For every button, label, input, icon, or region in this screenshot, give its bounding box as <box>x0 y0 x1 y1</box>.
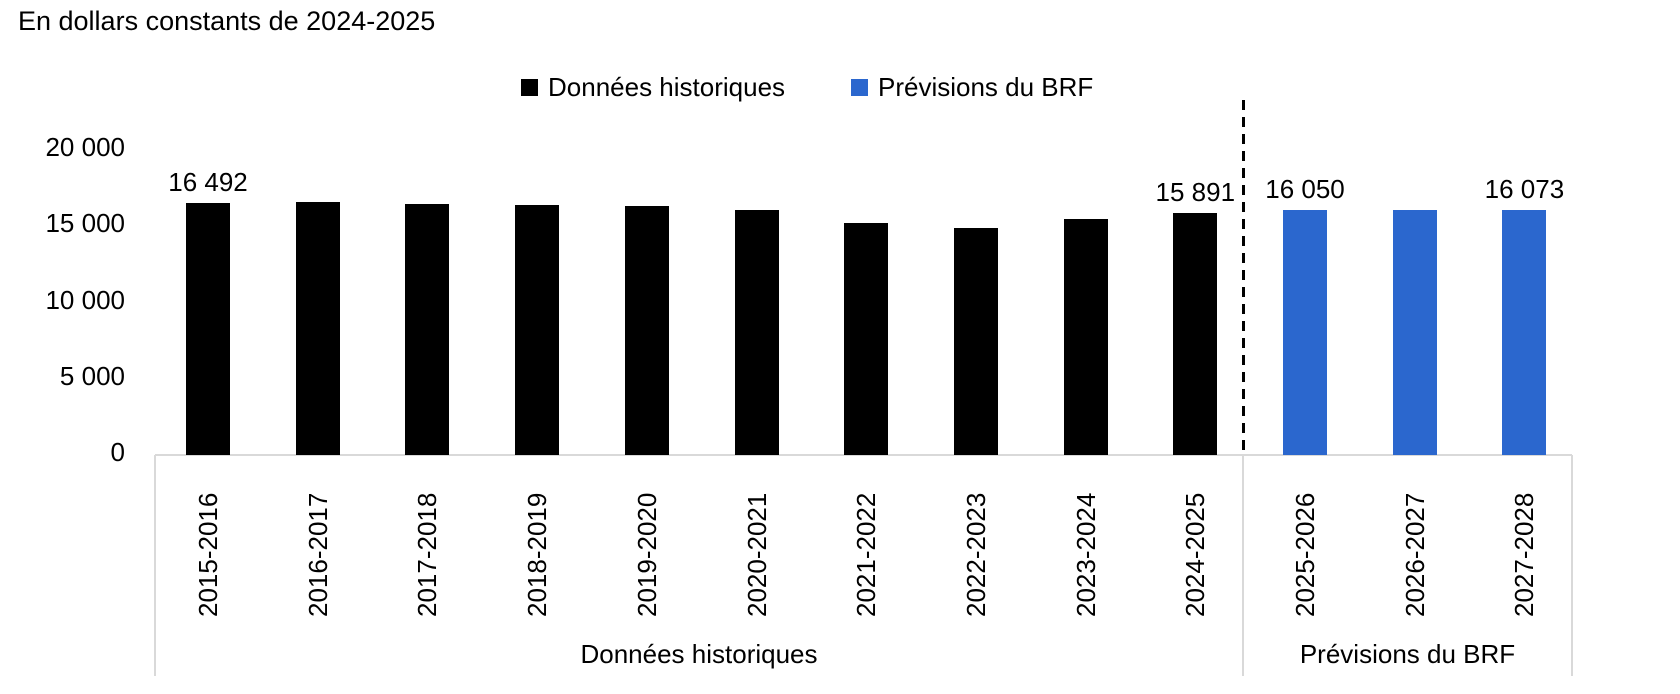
x-axis-category-label: 2025-2026 <box>1290 492 1320 617</box>
x-axis-category-label: 2026-2027 <box>1399 492 1430 617</box>
group-label: Prévisions du BRF <box>1299 639 1516 669</box>
forecast-separator-dashed-line <box>1242 100 1245 455</box>
x-axis-category-label: 2027-2028 <box>1509 492 1540 617</box>
bar-2022-2023 <box>953 228 998 455</box>
bar-2017-2018 <box>405 203 450 455</box>
legend-swatch-icon <box>851 79 868 96</box>
bar-2020-2021 <box>734 209 779 455</box>
category-group-separator <box>1571 455 1573 676</box>
bar-2023-2024 <box>1063 219 1108 455</box>
x-axis-category-label: 2015-2016 <box>193 492 223 617</box>
bar-value-label: 15 891 <box>1155 176 1236 207</box>
y-axis-tick-label: 10 000 <box>45 284 125 315</box>
bar-2025-2026 <box>1283 210 1327 455</box>
bar-2024-2025 <box>1173 212 1218 455</box>
x-axis-category-label: 2022-2023 <box>960 492 991 617</box>
legend-swatch-icon <box>521 79 538 96</box>
bar-value-label: 16 492 <box>168 167 248 198</box>
bar-2021-2022 <box>844 223 889 455</box>
x-axis-category-label: 2024-2025 <box>1180 492 1211 617</box>
legend-label: Données historiques <box>548 72 786 102</box>
category-group-separator <box>1242 455 1244 676</box>
x-axis-category-label: 2021-2022 <box>851 492 882 617</box>
bar-value-label: 16 073 <box>1484 173 1565 204</box>
x-axis-category-label: 2017-2018 <box>412 492 443 617</box>
y-axis-tick-label: 15 000 <box>45 208 125 239</box>
y-axis-tick-label: 20 000 <box>45 132 125 162</box>
bar-2018-2019 <box>515 204 560 455</box>
y-axis-tick-label: 5 000 <box>59 360 125 391</box>
legend-item: Prévisions du BRF <box>851 72 1093 103</box>
chart-title: En dollars constants de 2024-2025 <box>18 6 436 36</box>
y-axis-tick-label: 0 <box>110 437 125 467</box>
x-axis-category-label: 2016-2017 <box>302 492 333 617</box>
x-axis-category-label: 2020-2021 <box>741 492 772 617</box>
x-axis-category-label: 2023-2024 <box>1070 492 1101 617</box>
bar-2027-2028 <box>1502 209 1547 455</box>
x-axis-category-label: 2018-2019 <box>522 492 553 617</box>
group-label: Données historiques <box>580 639 818 669</box>
bar-2016-2017 <box>295 202 340 455</box>
bar-2019-2020 <box>624 205 669 455</box>
axis-baseline <box>155 454 1572 456</box>
category-group-separator <box>154 455 156 676</box>
bar-2015-2016 <box>186 203 230 455</box>
bar-2026-2027 <box>1392 210 1437 455</box>
x-axis-category-label: 2019-2020 <box>631 492 662 617</box>
legend-label: Prévisions du BRF <box>878 72 1094 102</box>
bar-value-label: 16 050 <box>1265 174 1345 205</box>
legend: Données historiques Prévisions du BRF <box>0 72 1680 102</box>
legend-item: Données historiques <box>521 72 785 103</box>
